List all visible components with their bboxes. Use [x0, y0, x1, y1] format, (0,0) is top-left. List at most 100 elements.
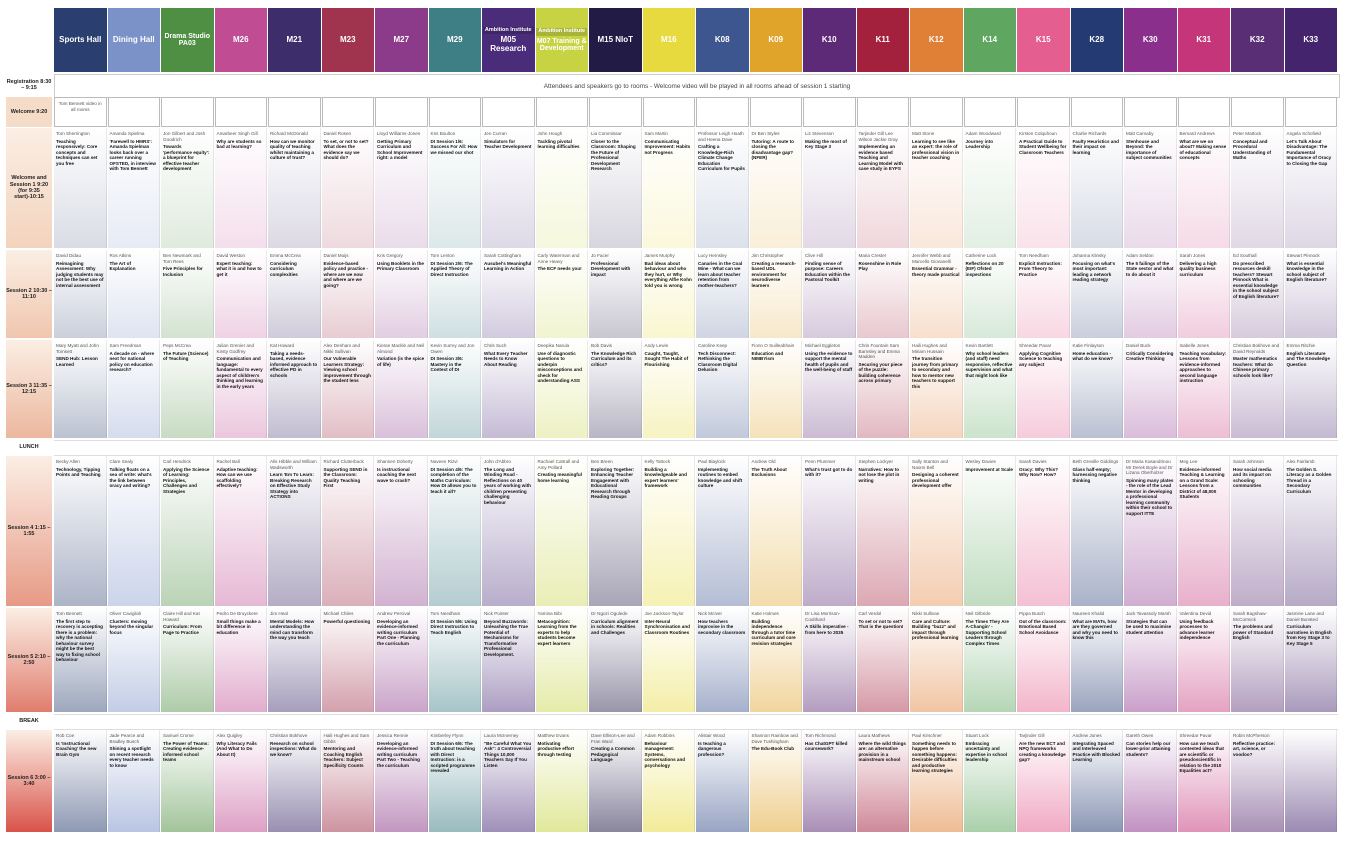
session-cell: John d'Abbro The Long and Winding Road - …	[482, 456, 535, 606]
room-header-14: K09	[749, 8, 802, 72]
talk-title: The Edu-Book Club	[751, 746, 795, 751]
row-label-session-2: Session 2 10:30 – 11:10	[6, 250, 52, 338]
session-cell: Dr Ngozi Ogulede Curriculum alignment in …	[589, 608, 642, 712]
welcome-cell	[803, 97, 856, 127]
session-cell: Daniel Muijs Evidence-based policy and pr…	[321, 250, 374, 338]
welcome-cell	[214, 97, 267, 127]
room-header-20: K28	[1070, 8, 1123, 72]
session-cell: Catherine Lock Reflections on 20 (EIF) Of…	[963, 250, 1016, 338]
speaker-name: Matt Carnaby	[1126, 131, 1154, 136]
speaker-name: Michael Eggleton	[805, 343, 841, 348]
talk-title: Making the most of Key Stage 3	[805, 138, 847, 150]
talk-title: How can we teach contested ideas that ar…	[1179, 740, 1224, 774]
talk-title: Do prescribed resources deskill teachers…	[1233, 260, 1279, 299]
talk-title: DI Session 4/6: The completion of the Ma…	[430, 466, 477, 494]
room-header-18: K14	[963, 8, 1016, 72]
talk-title: Can stories help our lower-prior attaini…	[1126, 740, 1171, 757]
talk-title: Journey into Leadership	[965, 138, 994, 150]
speaker-name: Clive Hill	[805, 253, 823, 258]
session-cell: Kelly Tattock Building a knowledgeable an…	[642, 456, 695, 606]
speaker-name: Amarbeer Singh Gill	[216, 131, 258, 136]
session-cell: Meg Lee Evidence-informed Teaching & Lear…	[1177, 456, 1230, 606]
talk-title: The Art of Explanation	[109, 260, 136, 272]
talk-title: Creating a research-based UDL environmen…	[751, 260, 796, 288]
talk-title: Implementing routines to embed knowledge…	[698, 466, 743, 489]
speaker-name: Valentina Devid	[1179, 611, 1212, 616]
talk-title: Master mathematics teachers: What do Chi…	[1233, 356, 1278, 378]
session-cell: Dave Ellison-Lee and Fran Ward Creating a…	[589, 730, 642, 832]
talk-title: Narratives: How to not lose the plot in …	[858, 466, 900, 483]
speaker-name: Oliver Caviglioli	[109, 611, 142, 616]
room-title: M15 NIoT	[597, 34, 634, 44]
session-cell: Neil Gilbride The Times They Are A-Changi…	[963, 608, 1016, 712]
session-cell: Alistair Wood Is teaching a dangerous pro…	[696, 730, 749, 832]
room-title: M23	[339, 34, 356, 44]
session-cell: Fionn O Suilleabhain Education and NIMBYi…	[749, 340, 802, 438]
speaker-name: Shreedar Pavar	[1019, 343, 1052, 348]
talk-title: How teachers improvise in the secondary …	[698, 618, 746, 635]
room-title: K08	[714, 34, 730, 44]
session-cell: Liz Stevenson Making the most of Key Stag…	[803, 128, 856, 248]
talk-title: Supporting SEND in the Classroom: Qualit…	[323, 466, 368, 489]
talk-title: Is 'Instructional Coaching' the new Brai…	[56, 740, 97, 757]
talk-title: DI Session 1/6: Success For All: How we …	[430, 138, 478, 155]
session-cell: Chris Fountain Sam Barnsley and Emma Mad…	[856, 340, 909, 438]
speaker-name: Pedro De Bruyckere	[216, 611, 258, 616]
talk-title: Five Principles for Inclusion	[163, 266, 203, 277]
welcome-cell	[1070, 97, 1123, 127]
session-cell: Nikki Sullivan Care and Culture: Building…	[910, 608, 963, 712]
session-cell: Sally Stanton and Naomi Bell Designing a …	[910, 456, 963, 606]
session-cell: Matthew Evans Motivating productive effor…	[535, 730, 588, 832]
speaker-name: Sarah Johnson	[1233, 459, 1264, 464]
ambition-institute-logo: Ambition Institute	[536, 27, 588, 36]
talk-title: Using the evidence to support the mental…	[805, 350, 853, 373]
session-cell: Emma McCrea Considering curriculum comple…	[268, 250, 321, 338]
session-cell: Christian Bokhove Research on school insp…	[268, 730, 321, 832]
session-cell: Sarah Bagshaw-McCormick The problems and …	[1231, 608, 1284, 712]
talk-title: Inter-Neural Synchronisation and Classro…	[644, 618, 690, 635]
talk-title: Stenhouse and Beyond: the importance of …	[1126, 138, 1172, 161]
session-cell: David Weston Expert teaching: what it is …	[214, 250, 267, 338]
speaker-name: Andy Lewis	[644, 343, 669, 348]
session-cell: Jessica Rennie Developing an evidence-inf…	[375, 730, 428, 832]
speaker-name: Naveen Rizvi	[430, 459, 458, 464]
talk-title: Why Literacy Fails (And What to Do About…	[216, 740, 257, 757]
talk-title: The first step to recovery is accepting …	[56, 618, 103, 663]
speaker-name: Jim Christopher	[751, 253, 784, 258]
speaker-name: Peter Mattock	[1233, 131, 1262, 136]
welcome-cell	[696, 97, 749, 127]
room-title: M21	[286, 34, 303, 44]
welcome-cell	[321, 97, 374, 127]
talk-title: What are MATs, how are they governed and…	[1072, 618, 1118, 641]
speaker-name: Jasmine Lane and Daniel Bunsted	[1286, 611, 1325, 622]
welcome-cell	[375, 97, 428, 127]
speaker-name: Shreedar Pavar	[1179, 733, 1212, 738]
talk-title: Caught, Taught, Sought The Habit of Flou…	[644, 350, 689, 367]
talk-title: Exploring Together: Enhancing Teacher En…	[591, 466, 635, 500]
talk-title: To set or not to set? That is the questi…	[858, 618, 904, 630]
session-cell: Wesley Davies Improvement at Scale	[963, 456, 1016, 606]
room-header-24: K33	[1284, 8, 1337, 72]
talk-title: Spinning many plates - the role of the L…	[1126, 477, 1174, 516]
talk-title: DI Session 3/6: Mastery in the Context o…	[430, 356, 464, 372]
speaker-name: Katie Finlayson	[1072, 343, 1104, 348]
speaker-name: Tom Sherrington	[56, 131, 90, 136]
speaker-name: Ros Atkins	[109, 253, 132, 258]
session-cell: Dr Ben Styles Tutoring: A route to closin…	[749, 128, 802, 248]
room-title: K15	[1035, 34, 1051, 44]
session-cell: Adam Seldon The 5 failings of the State s…	[1124, 250, 1177, 338]
session-cell: Joe Jackson-Taylor Inter-Neural Synchroni…	[642, 608, 695, 712]
session-cell: James Murphy Bad ideas about behaviour an…	[642, 250, 695, 338]
talk-title: How can we monitor quality of teaching w…	[270, 138, 315, 161]
speaker-name: Jack Tavassoly Marsh	[1126, 611, 1171, 616]
row-label-session-3: Session 3 11:35 – 12:15	[6, 340, 52, 438]
session-cell: Jo Facer Professional Development with im…	[589, 250, 642, 338]
talk-title: Towards 'performance equity': a blueprin…	[163, 144, 210, 171]
speaker-name: Penn Plummer	[805, 459, 836, 464]
talk-title: Teaching responsively: Core concepts and…	[56, 138, 98, 166]
speaker-name: Tom Needham	[1019, 253, 1049, 258]
session-cell: Kieran Mackle and Neil Almond Variation (…	[375, 340, 428, 438]
talk-title: The Future (Science) of Teaching	[163, 350, 209, 362]
divider-break	[54, 714, 1338, 730]
